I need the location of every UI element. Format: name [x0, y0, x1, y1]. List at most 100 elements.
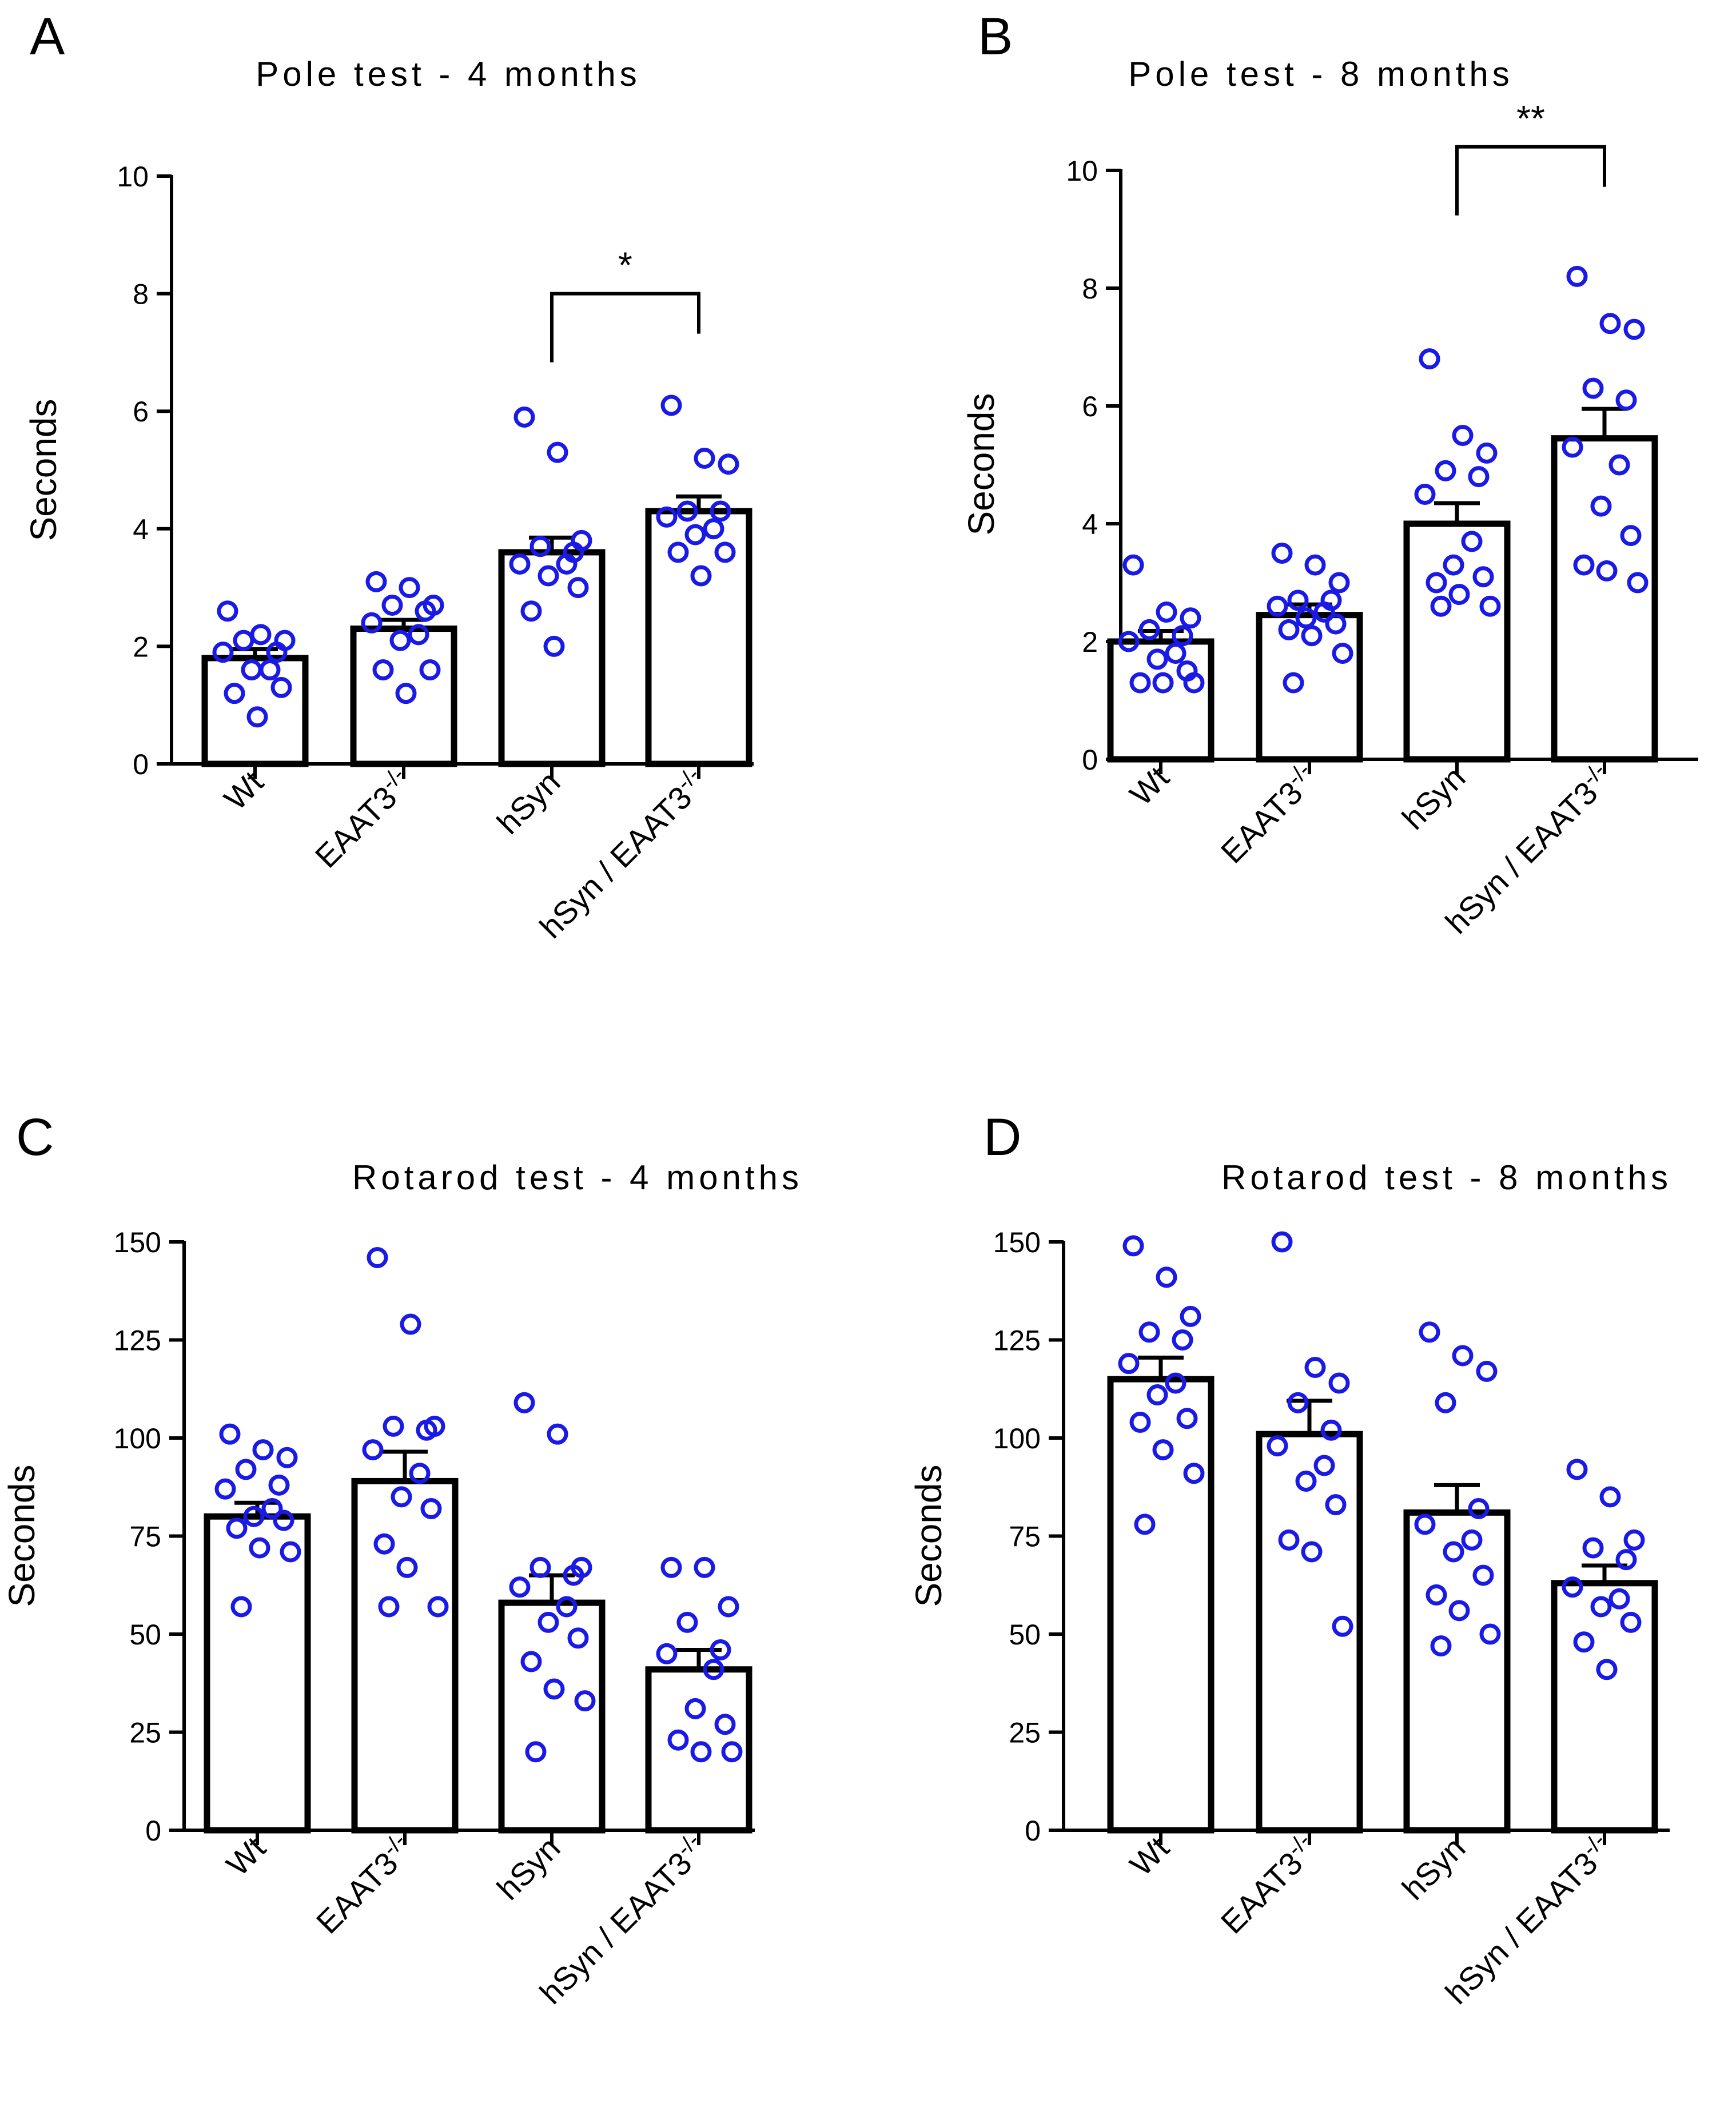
y-tick-label: 125	[993, 1325, 1041, 1357]
data-point	[1332, 643, 1353, 664]
y-tick-label: 4	[133, 513, 149, 545]
data-point	[383, 1415, 404, 1437]
data-point	[718, 453, 739, 475]
data-point	[241, 659, 262, 681]
data-point	[1452, 1345, 1474, 1367]
significance-label: **	[1516, 98, 1545, 139]
data-point	[1435, 1392, 1456, 1413]
y-tick-label: 8	[1082, 273, 1098, 305]
x-tick-label: hSyn	[490, 1830, 567, 1907]
data-point	[1146, 1384, 1168, 1406]
y-axis-label: Seconds	[961, 393, 1002, 535]
data-point	[714, 541, 736, 563]
data-point	[1620, 525, 1642, 547]
data-point	[1426, 572, 1447, 594]
data-point	[266, 642, 288, 663]
data-point	[529, 1556, 551, 1578]
data-point	[261, 1497, 283, 1519]
y-tick-label: 0	[145, 1815, 161, 1847]
data-point	[1165, 643, 1186, 664]
data-point	[1623, 318, 1645, 340]
data-point	[420, 1497, 442, 1519]
data-point	[427, 1596, 449, 1618]
data-point	[520, 1651, 542, 1672]
data-point	[513, 1392, 535, 1413]
data-point	[1328, 572, 1350, 594]
data-point	[1468, 1497, 1490, 1519]
data-point	[537, 1611, 559, 1633]
data-point	[721, 1741, 743, 1763]
data-point	[362, 1439, 384, 1461]
y-tick-label: 6	[1082, 391, 1098, 423]
data-point	[710, 500, 731, 522]
y-axis-label: Seconds	[1, 1464, 42, 1607]
data-point	[389, 630, 411, 651]
y-tick-label: 2	[1082, 626, 1098, 658]
data-point	[1122, 554, 1144, 576]
data-point	[660, 1556, 682, 1578]
x-tick-label: hSyn	[1395, 1830, 1472, 1907]
data-point	[1479, 595, 1501, 617]
significance-label: *	[618, 245, 632, 286]
data-point	[690, 1741, 712, 1763]
data-point	[367, 1246, 388, 1268]
data-point	[1332, 1615, 1353, 1637]
data-point	[1608, 1588, 1630, 1610]
data-point	[520, 600, 542, 622]
data-point	[1134, 1513, 1156, 1535]
y-tick-label: 4	[1082, 508, 1098, 540]
data-point	[1287, 1392, 1309, 1413]
data-point	[1596, 1659, 1618, 1680]
data-point	[1566, 265, 1588, 287]
data-point	[1590, 1596, 1612, 1618]
data-point	[1129, 672, 1151, 694]
data-point	[361, 612, 383, 634]
data-point	[703, 518, 724, 540]
data-point	[1271, 543, 1293, 564]
data-point	[676, 1611, 698, 1633]
data-point	[391, 1486, 412, 1508]
bar-1	[1256, 1431, 1363, 1834]
data-point	[1472, 1564, 1494, 1586]
data-point	[268, 1474, 290, 1496]
data-point	[373, 1533, 395, 1555]
data-point	[1138, 619, 1160, 640]
data-point	[1599, 1486, 1621, 1508]
data-point	[563, 1564, 584, 1586]
y-axis-label: Seconds	[908, 1464, 949, 1607]
data-point	[224, 683, 245, 704]
data-point	[1476, 1360, 1498, 1382]
data-point	[1172, 625, 1193, 647]
data-point	[1452, 425, 1474, 446]
data-point	[1283, 672, 1304, 694]
data-point	[1419, 348, 1440, 370]
data-point	[1448, 1600, 1470, 1622]
bar-2	[1403, 1509, 1511, 1834]
data-point	[419, 659, 441, 681]
data-point	[1156, 1266, 1177, 1288]
chart-title: Rotarod test - 8 months	[1221, 1158, 1672, 1197]
data-point	[1599, 313, 1621, 334]
data-point	[694, 447, 715, 469]
bar-0	[204, 1513, 311, 1834]
data-point	[1301, 1541, 1323, 1563]
data-point	[714, 1714, 736, 1735]
data-point	[684, 524, 706, 545]
data-point	[280, 1541, 301, 1563]
chart-title: Pole test - 8 months	[1128, 55, 1514, 93]
data-point	[667, 1729, 689, 1751]
x-tick-label: Wt	[1123, 1830, 1176, 1883]
x-tick-label: EAAT3-/-	[1212, 1828, 1325, 1941]
data-point	[372, 659, 394, 681]
data-point	[1278, 619, 1300, 640]
data-point	[1615, 389, 1637, 411]
data-point	[212, 642, 234, 663]
data-point	[1165, 1372, 1186, 1394]
data-point	[710, 1639, 731, 1660]
data-point	[1590, 495, 1612, 517]
data-point	[378, 1596, 400, 1618]
data-point	[1146, 648, 1168, 670]
data-point	[226, 1517, 248, 1539]
data-point	[399, 577, 420, 599]
data-point	[273, 1509, 294, 1531]
